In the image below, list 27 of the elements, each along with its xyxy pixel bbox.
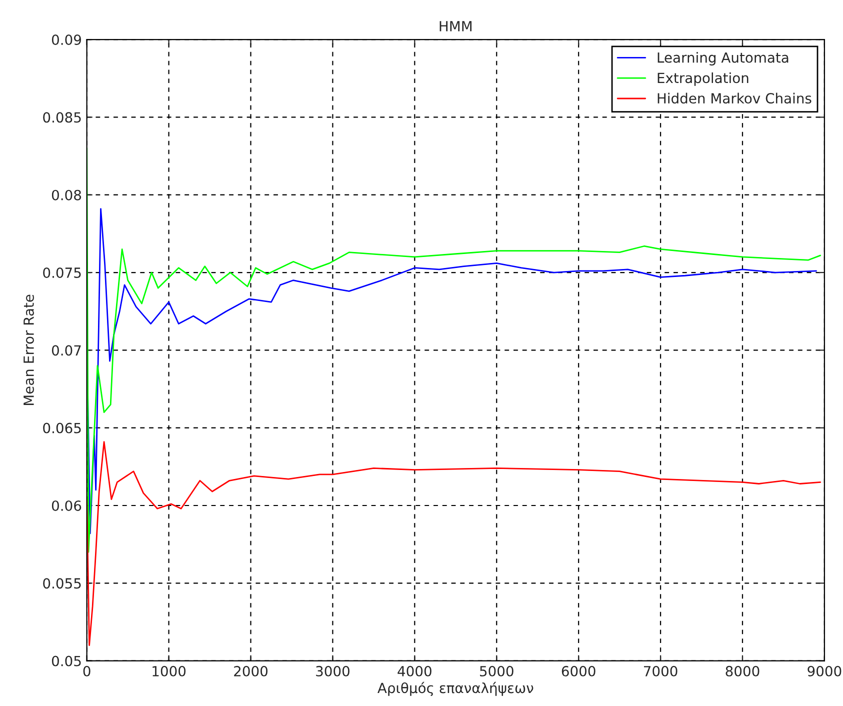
x-tick-label: 1000 (152, 666, 186, 676)
y-tick-label: 0.065 (43, 422, 81, 434)
x-tick-label: 8000 (726, 666, 760, 676)
x-tick-label: 3000 (316, 666, 350, 676)
legend-label: Hidden Markov Chains (658, 92, 812, 104)
y-axis-title: Mean Error Rate (24, 294, 34, 405)
y-tick-label: 0.075 (43, 267, 81, 278)
x-axis-title: Αριθμός επαναλήψεων (378, 682, 534, 696)
x-tick-label: 6000 (562, 666, 596, 676)
x-tick-label: 9000 (808, 666, 842, 676)
y-tick-label: 0.05 (52, 656, 81, 666)
x-tick-label: 0 (83, 666, 90, 676)
y-tick-label: 0.07 (52, 345, 81, 356)
chart-title: HMM (440, 21, 472, 32)
x-tick-label: 5000 (480, 666, 514, 676)
line-series (86, 441, 822, 646)
legend-label: Learning Automata (658, 52, 788, 66)
x-tick-label: 7000 (644, 666, 678, 676)
legend-label: Extrapolation (658, 72, 748, 86)
x-tick-label: 2000 (234, 666, 268, 676)
y-tick-label: 0.08 (52, 190, 82, 200)
y-tick-label: 0.06 (52, 500, 82, 511)
line-series (86, 208, 817, 534)
x-tick-label: 4000 (398, 666, 432, 676)
y-tick-label: 0.085 (43, 112, 81, 123)
y-tick-label: 0.09 (52, 34, 81, 46)
y-tick-label: 0.055 (43, 578, 81, 589)
